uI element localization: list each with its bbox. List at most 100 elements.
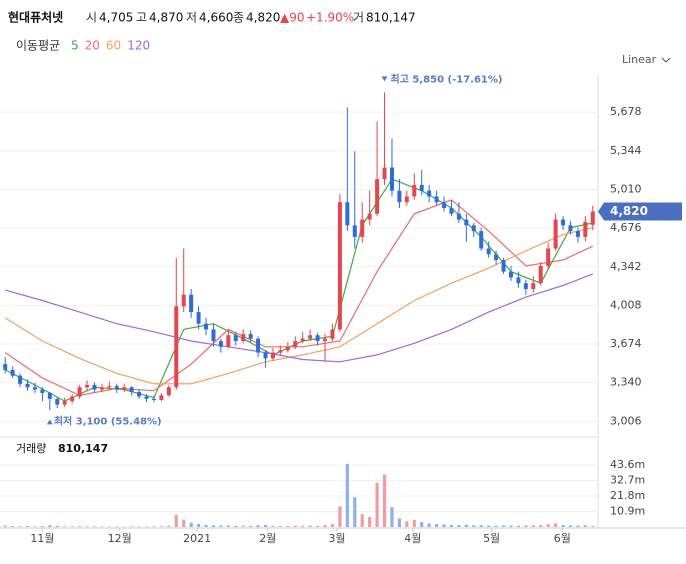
volume-bar: [323, 525, 327, 527]
candle-body: [494, 254, 499, 261]
volume-bar: [182, 519, 186, 527]
close: 4,820: [246, 11, 280, 25]
candle-body: [471, 225, 476, 232]
legend-entry: 60: [106, 39, 121, 53]
ma-line: [4, 199, 594, 397]
volume-bar: [405, 521, 409, 527]
low-marker: [46, 419, 53, 425]
volume-bar: [375, 482, 379, 527]
volume: 810,147: [366, 11, 416, 25]
candle-body: [85, 384, 90, 388]
volume-bar: [55, 525, 59, 527]
volume-value: 810,147: [58, 442, 108, 455]
candle-body: [55, 398, 60, 405]
candle-body: [174, 306, 179, 388]
volume-bar: [434, 524, 439, 527]
high: 4,870: [149, 11, 183, 25]
candle-body: [204, 323, 209, 330]
candle-body: [32, 387, 37, 390]
candle-body: [375, 179, 380, 214]
volume-bar: [107, 526, 111, 527]
candle-body: [345, 202, 350, 226]
volume-bar: [256, 525, 260, 527]
volume-bar: [308, 525, 312, 527]
candle-body: [323, 338, 328, 342]
volume-bar: [345, 463, 349, 527]
x-tick-label: 5월: [483, 532, 500, 545]
candle-body: [367, 213, 372, 220]
candle-body: [196, 312, 201, 324]
candle-body: [144, 396, 149, 399]
volume-tick-label: 10.9m: [610, 505, 645, 518]
volume-bar: [449, 524, 454, 527]
x-tick-label: 12월: [108, 532, 132, 545]
candle-body: [300, 338, 305, 342]
volume-bar: [48, 525, 52, 527]
volume-bar: [11, 526, 15, 527]
y-tick-label: 3,674: [610, 337, 642, 350]
price-tag: [598, 202, 682, 221]
volume-bar: [249, 526, 253, 527]
candle-body: [382, 167, 387, 180]
candle-body: [590, 211, 595, 225]
high-label: 고: [136, 11, 147, 25]
candle-body: [404, 196, 409, 203]
candle-body: [211, 329, 216, 342]
volume-bar: [412, 519, 416, 527]
candle-body: [189, 294, 194, 313]
chevron[interactable]: [661, 57, 671, 63]
candle-body: [181, 294, 186, 307]
candle-body: [479, 231, 484, 249]
volume-bar: [204, 524, 208, 527]
volume-bar: [427, 523, 431, 527]
volume-bar: [591, 525, 595, 527]
volume-bar: [561, 525, 565, 527]
candle-body: [568, 225, 573, 232]
volume-bar: [487, 525, 491, 527]
candle-body: [285, 346, 290, 351]
volume-bar: [293, 525, 297, 527]
volume-bar: [286, 526, 290, 527]
low-label: 저: [186, 11, 197, 25]
candle-body: [337, 202, 342, 330]
volume-bar: [70, 526, 74, 527]
volume-bar: [234, 525, 238, 527]
volume-bar: [77, 526, 82, 527]
x-tick-label: 3월: [328, 532, 345, 545]
candle-body: [137, 391, 142, 397]
candle-body: [575, 231, 580, 237]
candle-body: [486, 248, 491, 255]
candle-body: [18, 375, 23, 384]
scale-toggle[interactable]: Linear: [622, 53, 657, 66]
candle-body: [278, 350, 283, 353]
candle-body: [389, 167, 394, 191]
volume-tick-label: 32.7m: [610, 474, 645, 487]
candle-body: [40, 389, 45, 394]
x-tick-label: 2021: [183, 532, 211, 545]
candle-body: [248, 334, 253, 339]
volume-bar: [92, 526, 97, 527]
candle-body: [546, 248, 551, 266]
volume-bar: [301, 525, 305, 527]
candle-body: [449, 208, 454, 214]
candle-body: [501, 260, 506, 272]
volume-bar: [420, 522, 424, 527]
volume-bar: [315, 526, 320, 527]
x-tick-label: 4월: [404, 532, 421, 545]
volume-bar: [152, 526, 156, 527]
volume-bar: [25, 526, 30, 527]
volume-bar: [546, 524, 550, 527]
volume-bar: [219, 525, 223, 527]
volume-bar: [494, 525, 498, 527]
legend-entry: 5: [71, 39, 79, 53]
low-note: 최저 3,100 (55.48%): [54, 414, 162, 427]
candle-body: [412, 184, 417, 197]
candle-body: [129, 387, 134, 392]
candle-body: [360, 219, 365, 237]
volume-bar: [241, 525, 245, 527]
low: 4,660: [199, 11, 233, 25]
candle-body: [419, 184, 424, 191]
candle-body: [62, 401, 67, 405]
